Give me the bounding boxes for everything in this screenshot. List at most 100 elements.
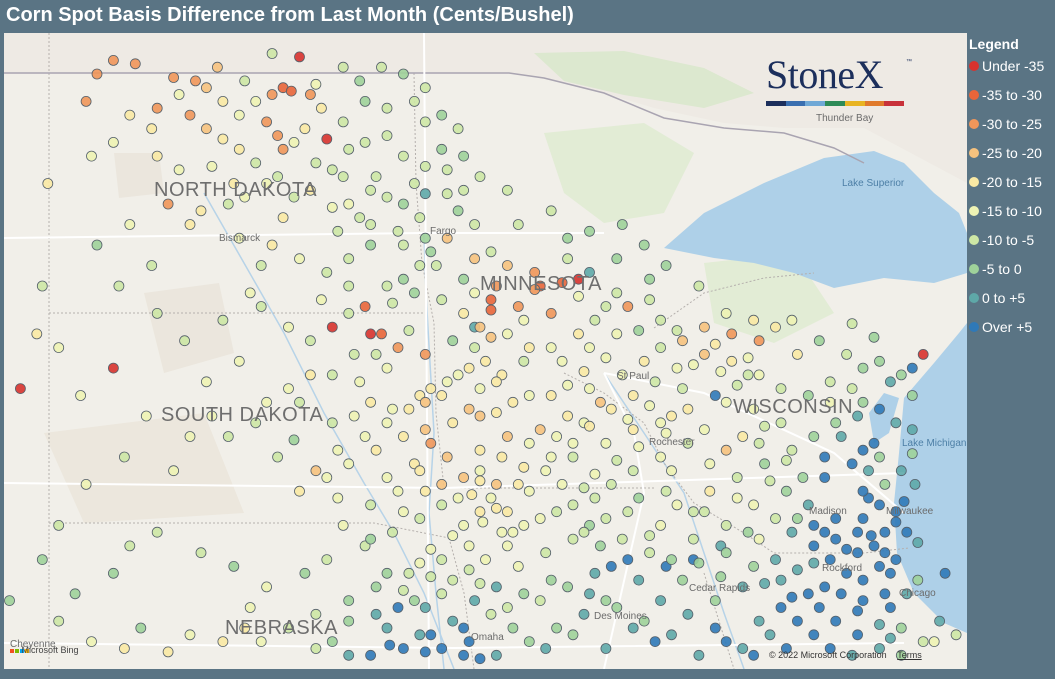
basis-marker[interactable] — [474, 578, 486, 589]
basis-marker[interactable] — [753, 533, 765, 545]
legend-item[interactable]: -30 to -25 — [969, 116, 1055, 145]
basis-marker[interactable] — [86, 636, 97, 647]
basis-marker[interactable] — [584, 225, 595, 237]
basis-marker[interactable] — [545, 307, 557, 319]
basis-marker[interactable] — [436, 643, 448, 654]
basis-marker[interactable] — [906, 390, 918, 401]
basis-marker[interactable] — [753, 437, 765, 449]
basis-marker[interactable] — [283, 383, 294, 395]
basis-marker[interactable] — [365, 184, 377, 196]
basis-marker[interactable] — [272, 130, 284, 141]
basis-marker[interactable] — [917, 348, 929, 360]
basis-marker[interactable] — [288, 191, 300, 203]
basis-marker[interactable] — [808, 629, 820, 641]
basis-marker[interactable] — [490, 581, 502, 593]
basis-marker[interactable] — [633, 492, 645, 504]
basis-marker[interactable] — [151, 150, 163, 162]
basis-marker[interactable] — [797, 472, 809, 483]
basis-marker[interactable] — [775, 602, 787, 613]
basis-marker[interactable] — [523, 342, 535, 354]
basis-marker[interactable] — [857, 362, 869, 374]
basis-marker[interactable] — [562, 253, 573, 265]
basis-marker[interactable] — [485, 294, 497, 306]
basis-marker[interactable] — [753, 335, 765, 347]
basis-marker[interactable] — [573, 328, 584, 340]
basis-marker[interactable] — [562, 232, 573, 244]
basis-marker[interactable] — [638, 615, 650, 627]
basis-marker[interactable] — [474, 171, 486, 183]
basis-marker[interactable] — [742, 369, 754, 381]
basis-marker[interactable] — [813, 335, 825, 347]
basis-marker[interactable] — [441, 451, 453, 463]
basis-marker[interactable] — [600, 513, 612, 524]
basis-marker[interactable] — [748, 499, 759, 511]
basis-marker[interactable] — [469, 342, 481, 354]
basis-marker[interactable] — [786, 591, 798, 603]
basis-marker[interactable] — [556, 478, 568, 490]
basis-marker[interactable] — [397, 150, 409, 162]
basis-marker[interactable] — [556, 355, 568, 367]
basis-marker[interactable] — [480, 355, 491, 367]
basis-marker[interactable] — [715, 366, 727, 377]
basis-marker[interactable] — [436, 554, 448, 565]
basis-marker[interactable] — [354, 75, 366, 87]
basis-marker[interactable] — [600, 437, 612, 449]
basis-marker[interactable] — [600, 352, 612, 364]
basis-marker[interactable] — [868, 331, 880, 343]
basis-marker[interactable] — [36, 280, 48, 292]
basis-marker[interactable] — [463, 362, 475, 374]
basis-marker[interactable] — [715, 571, 727, 583]
basis-marker[interactable] — [792, 348, 803, 360]
basis-marker[interactable] — [452, 492, 464, 504]
basis-marker[interactable] — [644, 530, 655, 542]
basis-marker[interactable] — [534, 424, 546, 436]
basis-marker[interactable] — [759, 458, 770, 470]
basis-marker[interactable] — [567, 499, 579, 511]
basis-marker[interactable] — [671, 499, 683, 511]
basis-marker[interactable] — [507, 396, 519, 408]
basis-marker[interactable] — [255, 260, 267, 271]
basis-marker[interactable] — [912, 537, 924, 548]
basis-marker[interactable] — [381, 417, 393, 429]
basis-marker[interactable] — [490, 407, 502, 418]
basis-marker[interactable] — [458, 649, 470, 661]
basis-marker[interactable] — [119, 451, 130, 463]
basis-marker[interactable] — [321, 133, 333, 145]
basis-marker[interactable] — [874, 451, 885, 463]
basis-marker[interactable] — [835, 431, 847, 442]
basis-marker[interactable] — [742, 352, 754, 364]
basis-marker[interactable] — [720, 307, 732, 319]
basis-marker[interactable] — [397, 506, 409, 518]
basis-marker[interactable] — [830, 533, 842, 545]
basis-marker[interactable] — [436, 109, 448, 121]
basis-marker[interactable] — [852, 526, 863, 538]
basis-marker[interactable] — [808, 540, 820, 552]
basis-marker[interactable] — [720, 547, 732, 559]
basis-marker[interactable] — [381, 567, 393, 579]
basis-marker[interactable] — [824, 554, 836, 565]
basis-marker[interactable] — [677, 574, 688, 586]
basis-marker[interactable] — [266, 48, 278, 59]
basis-marker[interactable] — [874, 561, 885, 572]
basis-marker[interactable] — [748, 314, 759, 326]
basis-marker[interactable] — [726, 328, 738, 340]
basis-marker[interactable] — [140, 410, 152, 422]
basis-marker[interactable] — [397, 68, 409, 80]
basis-marker[interactable] — [419, 485, 431, 497]
basis-marker[interactable] — [474, 444, 486, 456]
basis-marker[interactable] — [233, 232, 245, 244]
basis-marker[interactable] — [326, 369, 338, 381]
basis-marker[interactable] — [622, 554, 634, 565]
basis-marker[interactable] — [490, 502, 502, 514]
basis-marker[interactable] — [693, 280, 705, 292]
basis-marker[interactable] — [611, 454, 623, 466]
basis-marker[interactable] — [469, 595, 481, 606]
basis-marker[interactable] — [857, 396, 869, 408]
basis-marker[interactable] — [376, 328, 387, 340]
basis-marker[interactable] — [868, 540, 880, 552]
basis-marker[interactable] — [507, 526, 519, 538]
basis-marker[interactable] — [151, 307, 163, 319]
basis-marker[interactable] — [239, 622, 251, 634]
basis-marker[interactable] — [474, 506, 486, 518]
basis-marker[interactable] — [419, 188, 431, 200]
